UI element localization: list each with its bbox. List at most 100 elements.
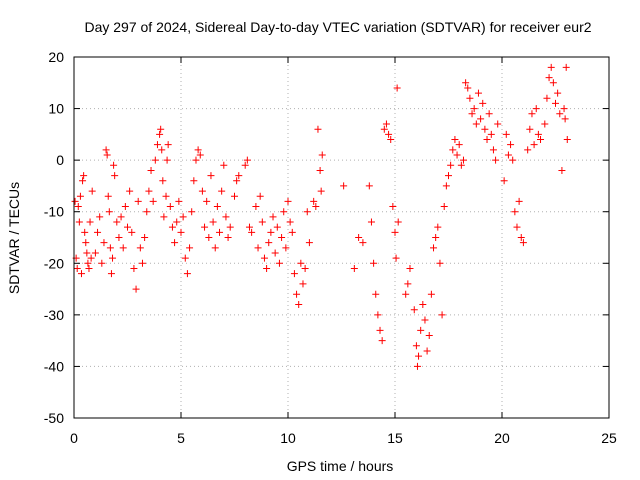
data-point: [517, 234, 525, 241]
data-point: [218, 187, 226, 195]
data-point: [115, 234, 123, 241]
data-point: [295, 301, 303, 309]
data-point: [305, 239, 313, 247]
data-point: [245, 223, 253, 231]
data-point: [410, 306, 418, 314]
data-point: [147, 166, 155, 174]
data-point: [213, 203, 221, 211]
data-point: [387, 136, 395, 144]
data-point: [438, 311, 446, 319]
data-point: [301, 264, 309, 272]
data-point: [558, 166, 566, 174]
data-point: [440, 203, 448, 211]
data-point: [113, 218, 121, 226]
data-point: [552, 99, 559, 107]
data-point: [82, 239, 90, 247]
data-point: [404, 280, 412, 288]
data-point: [470, 105, 478, 113]
data-point: [109, 254, 117, 262]
data-point: [417, 326, 425, 334]
data-point: [74, 203, 82, 211]
data-point: [554, 89, 562, 97]
data-point: [560, 105, 568, 113]
data-point: [269, 213, 277, 221]
data-point: [492, 156, 500, 164]
data-point: [299, 280, 307, 288]
data-point: [87, 254, 95, 262]
x-tick-label: 25: [601, 430, 617, 446]
data-point: [507, 141, 515, 149]
data-point: [462, 79, 470, 87]
data-point: [107, 270, 115, 278]
data-point: [318, 151, 326, 159]
axis-ticks: 0 5 10 15 20 25 -50 -40 -30 -20 -10 0 10 20: [44, 49, 617, 446]
data-point: [288, 228, 296, 236]
data-point: [385, 130, 393, 138]
data-point: [532, 105, 540, 113]
data-point: [201, 223, 209, 231]
data-point: [511, 208, 519, 216]
data-point: [563, 136, 571, 144]
data-point: [177, 228, 185, 236]
grid-lines: [74, 57, 609, 418]
data-point: [121, 203, 129, 211]
data-point: [258, 218, 266, 226]
data-point: [80, 172, 88, 180]
data-point: [280, 208, 288, 216]
data-point: [128, 228, 136, 236]
data-point: [179, 213, 187, 221]
data-point: [413, 362, 421, 370]
data-point: [260, 254, 268, 262]
data-point: [436, 259, 444, 267]
data-point: [159, 177, 167, 185]
data-point: [394, 218, 402, 226]
data-point: [378, 337, 386, 345]
data-point: [561, 115, 569, 123]
x-tick-label: 5: [177, 430, 185, 446]
data-point: [88, 187, 96, 195]
data-point: [105, 208, 113, 216]
data-point: [316, 166, 324, 174]
data-point: [477, 115, 485, 123]
data-point: [382, 120, 390, 128]
data-point: [166, 203, 174, 211]
data-point: [254, 244, 262, 252]
data-point: [216, 228, 224, 236]
data-point: [171, 239, 179, 247]
data-point: [303, 208, 311, 216]
x-axis-label: GPS time / hours: [287, 458, 394, 474]
data-point: [156, 130, 164, 138]
y-tick-label: -10: [44, 204, 64, 220]
data-point: [406, 264, 414, 272]
data-point: [132, 285, 140, 293]
data-point: [494, 120, 502, 128]
data-point: [372, 290, 380, 298]
data-point: [449, 146, 457, 154]
y-tick-label: 0: [56, 152, 64, 168]
data-point: [430, 244, 438, 252]
data-point: [267, 228, 275, 236]
data-point: [445, 172, 452, 180]
data-point: [472, 120, 480, 128]
data-point: [181, 254, 189, 262]
data-point: [271, 249, 279, 257]
data-point: [224, 234, 232, 241]
y-axis-label: SDTVAR / TECUs: [6, 182, 22, 294]
data-point: [374, 311, 382, 319]
data-point: [442, 182, 450, 190]
y-tick-label: -20: [44, 255, 64, 271]
data-point: [207, 172, 215, 180]
data-point: [500, 177, 508, 185]
data-point: [547, 63, 555, 71]
data-point: [209, 218, 217, 226]
data-point: [355, 234, 363, 241]
data-point: [117, 213, 125, 221]
data-point: [124, 223, 131, 231]
data-point: [421, 316, 429, 324]
data-point: [297, 259, 305, 267]
data-point: [365, 182, 373, 190]
data-point: [370, 259, 378, 267]
data-point: [194, 146, 202, 154]
data-point: [483, 136, 491, 144]
data-point: [84, 259, 92, 267]
